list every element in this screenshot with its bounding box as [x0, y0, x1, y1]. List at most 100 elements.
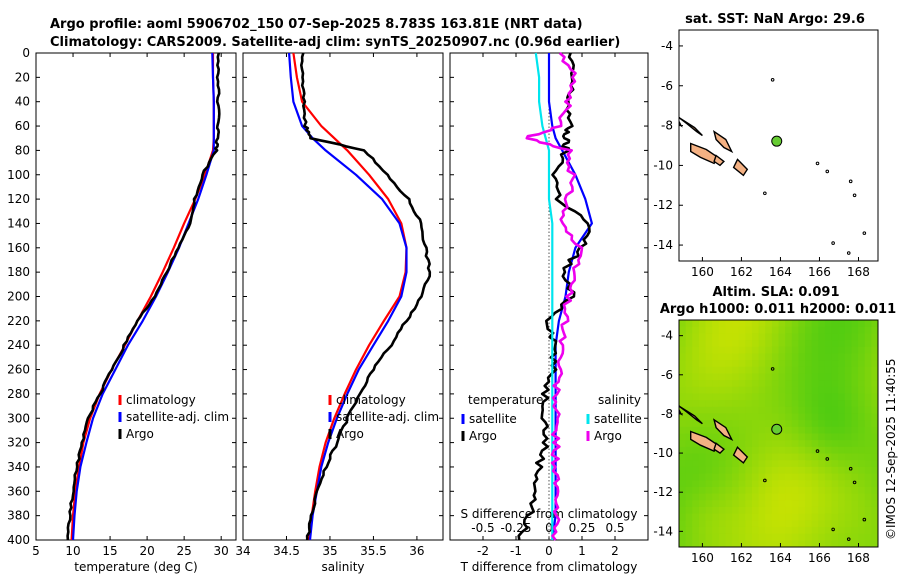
sla-cell: [705, 533, 713, 541]
map-y-tick-label: -10: [653, 446, 673, 460]
series-temperature-satellite: [547, 53, 594, 541]
sla-cell: [765, 393, 773, 401]
sla-cell: [705, 433, 713, 441]
sla-cell: [785, 453, 793, 461]
sla-cell: [858, 513, 866, 521]
sla-cell: [844, 493, 852, 501]
sla-cell: [698, 346, 707, 354]
sla-cell: [692, 506, 700, 515]
sla-cell: [831, 433, 839, 441]
sla-cell: [798, 320, 806, 328]
sla-cell: [698, 413, 707, 421]
sla-cell: [824, 413, 833, 421]
sla-cell: [732, 440, 740, 448]
sla-cell: [765, 420, 773, 428]
sla-cell: [831, 373, 839, 381]
sla-cell: [818, 460, 826, 468]
sla-cell: [791, 480, 799, 488]
sla-cell: [831, 513, 839, 521]
sla-cell: [738, 466, 746, 475]
sla-cell: [851, 366, 859, 374]
island: [679, 117, 703, 137]
island: [690, 142, 719, 165]
sla-cell: [771, 520, 779, 528]
sla-cell: [679, 480, 687, 488]
sla-cell: [844, 326, 852, 334]
sla-cell: [758, 486, 766, 495]
sla-cell: [785, 480, 793, 488]
sla-cell: [718, 360, 726, 368]
sla-cell: [725, 473, 733, 481]
sla-cell: [698, 513, 707, 521]
sla-cell: [778, 513, 786, 521]
sla-cell: [831, 380, 839, 388]
sla-cell: [791, 440, 799, 448]
sla-cell: [844, 400, 852, 408]
sla-cell: [778, 406, 786, 414]
sla-cell: [758, 333, 766, 341]
sla-cell: [765, 426, 773, 434]
y-tick-label: 100: [7, 168, 30, 182]
sla-cell: [831, 440, 839, 448]
sla-cell: [692, 533, 700, 541]
title-line-1: Argo profile: aoml 5906702_150 07-Sep-20…: [50, 17, 583, 32]
sla-cell: [858, 346, 866, 354]
sla-cell: [858, 520, 866, 528]
profile-panel-2: 34 34.5 35 35.5 36 salinity climatology satelli…: [235, 52, 444, 574]
y-tick-label: 40: [15, 95, 30, 109]
sla-cell: [864, 413, 872, 421]
sla-cell: [824, 526, 833, 535]
sla-cell: [778, 460, 786, 468]
sla-cell: [811, 513, 819, 521]
sla-cell: [738, 526, 746, 535]
sla-cell: [844, 473, 852, 481]
sla-cell: [831, 506, 839, 515]
sla-cell: [725, 533, 733, 541]
sla-cell: [679, 526, 687, 535]
sla-cell: [738, 320, 746, 328]
sla-cell: [871, 526, 878, 535]
sla-cell: [679, 400, 687, 408]
sla-cell: [692, 460, 700, 468]
sla-cell: [771, 540, 779, 547]
sla-cell: [858, 400, 866, 408]
sla-cell: [838, 466, 846, 475]
sla-cell: [745, 466, 753, 475]
sla-cell: [751, 526, 760, 535]
sla-cell: [718, 493, 726, 501]
plot-frame: [242, 52, 444, 541]
sla-cell: [712, 526, 720, 535]
sla-cell: [838, 533, 846, 541]
sla-cell: [765, 346, 773, 354]
sla-cell: [778, 480, 786, 488]
sla-cell: [725, 400, 733, 408]
sla-cell: [758, 360, 766, 368]
sla-cell: [732, 373, 740, 381]
sla-cell: [871, 513, 878, 521]
sla-cell: [745, 473, 753, 481]
sla-cell: [758, 326, 766, 334]
island: [713, 154, 725, 167]
sla-cell: [771, 386, 779, 394]
sla-cell: [745, 406, 753, 414]
sla-cell: [712, 473, 720, 481]
sla-cell: [805, 380, 813, 388]
sla-cell: [765, 480, 773, 488]
sla-cell: [698, 426, 707, 434]
x-tick-label: 0: [545, 544, 553, 558]
sla-cell: [758, 440, 766, 448]
map-x-tick-label: 164: [769, 551, 792, 565]
y-tick-label: 220: [7, 314, 30, 328]
sla-cell: [818, 386, 826, 394]
sla-cell: [718, 420, 726, 428]
sla-cell: [712, 366, 720, 374]
sla-cell: [718, 480, 726, 488]
sla-cell: [811, 500, 819, 508]
sla-cell: [831, 413, 839, 421]
sla-cell: [692, 326, 700, 334]
sla-cell: [685, 346, 693, 354]
sla-cell: [751, 493, 760, 501]
sla-cell: [864, 326, 872, 334]
sla-cell: [831, 500, 839, 508]
sla-cell: [824, 386, 833, 394]
